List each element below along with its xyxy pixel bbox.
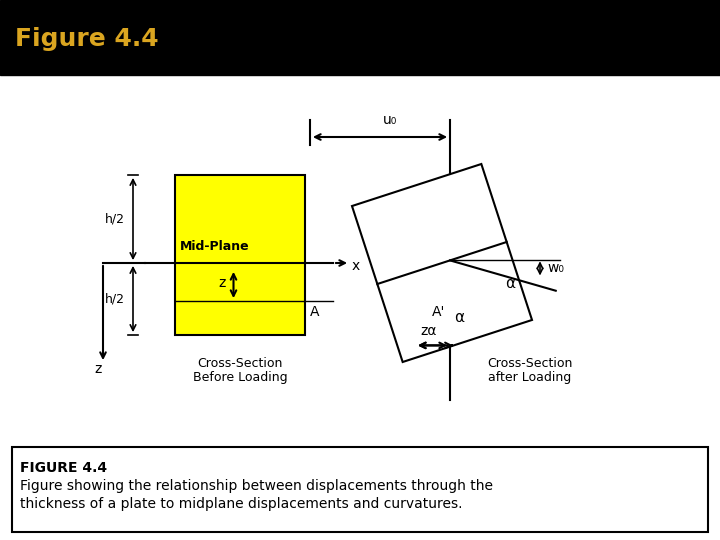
Text: Cross-Section: Cross-Section — [197, 357, 283, 370]
Text: Mid-Plane: Mid-Plane — [180, 240, 250, 253]
Text: A': A' — [432, 306, 446, 319]
Text: z: z — [218, 276, 226, 290]
Text: α: α — [505, 276, 515, 292]
Text: x: x — [352, 259, 360, 273]
Text: w₀: w₀ — [547, 261, 564, 275]
Text: zα: zα — [420, 325, 436, 339]
Bar — [12, 447, 708, 532]
Polygon shape — [352, 164, 532, 362]
Bar — [175, 175, 305, 335]
Text: α: α — [454, 310, 464, 326]
Text: u₀: u₀ — [383, 113, 397, 127]
Text: Before Loading: Before Loading — [193, 371, 287, 384]
Text: h/2: h/2 — [105, 213, 125, 226]
Text: Figure 4.4: Figure 4.4 — [15, 27, 158, 51]
Text: A: A — [310, 305, 320, 319]
Text: FIGURE 4.4: FIGURE 4.4 — [20, 461, 107, 475]
Text: h/2: h/2 — [105, 293, 125, 306]
Text: Cross-Section: Cross-Section — [487, 357, 572, 370]
Text: Figure showing the relationship between displacements through the: Figure showing the relationship between … — [20, 479, 493, 493]
Text: thickness of a plate to midplane displacements and curvatures.: thickness of a plate to midplane displac… — [20, 497, 462, 511]
Text: after Loading: after Loading — [488, 371, 572, 384]
Bar — [0, 0, 720, 75]
Text: z: z — [94, 362, 102, 376]
